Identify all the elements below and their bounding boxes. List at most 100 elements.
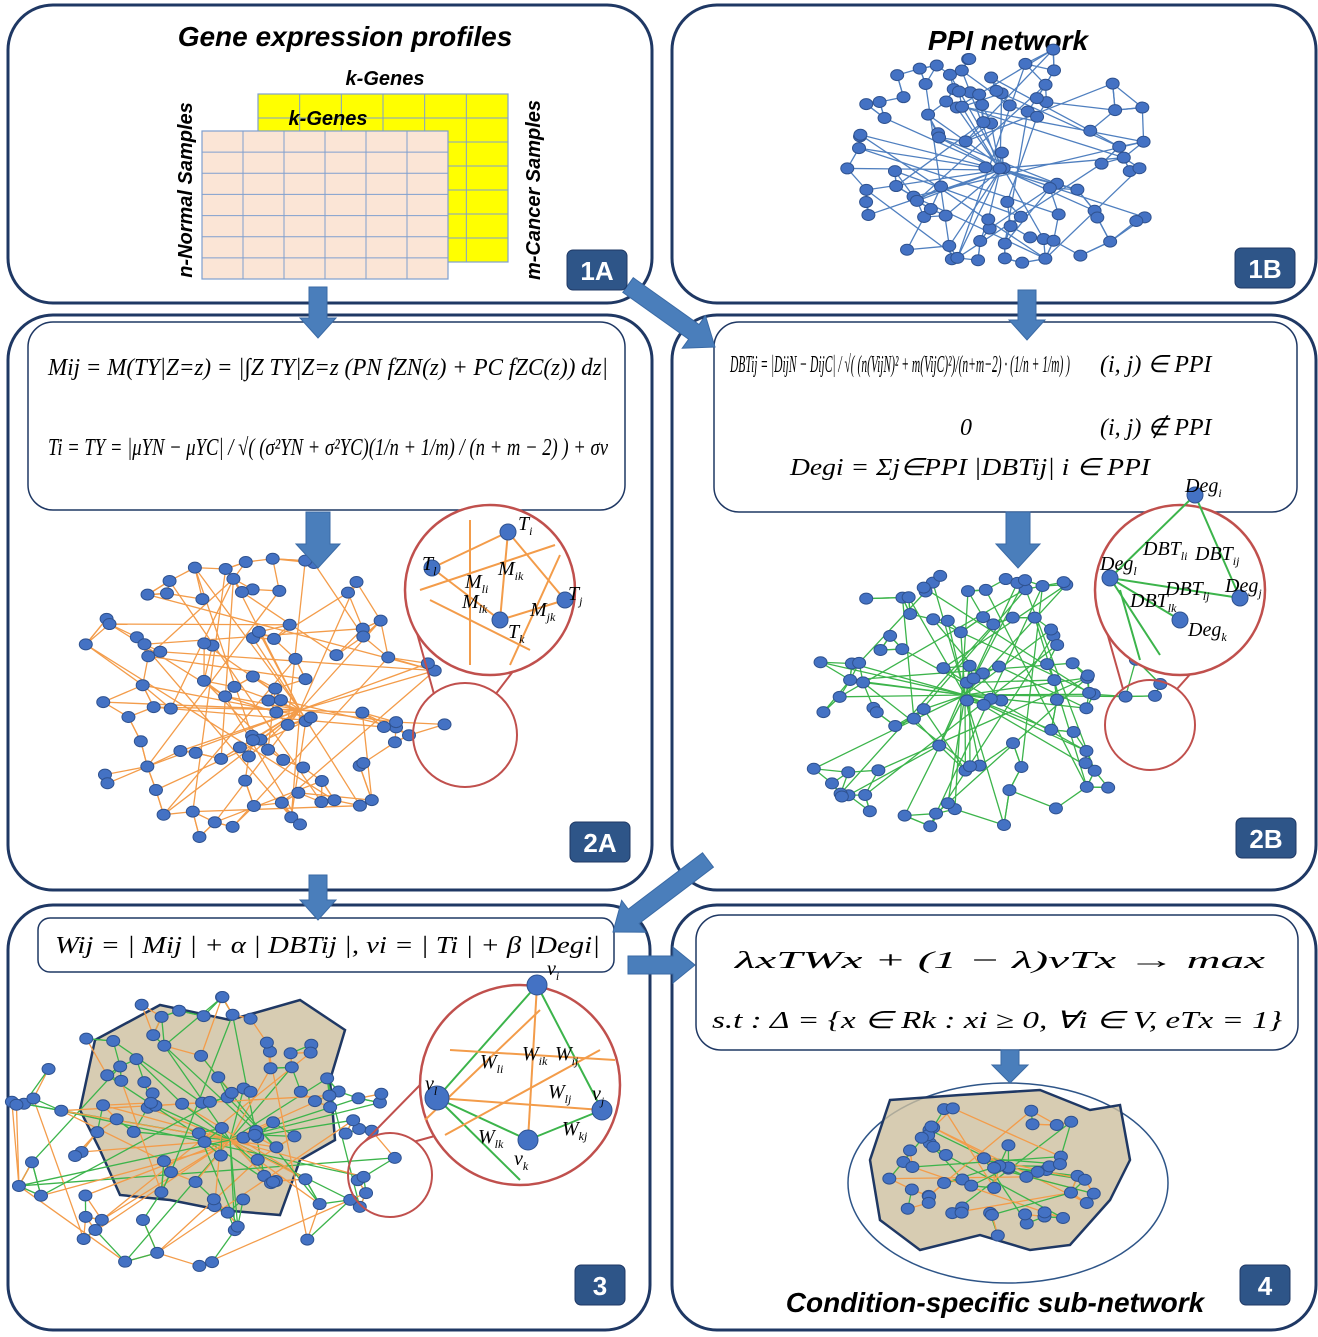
node — [283, 619, 296, 630]
badge-label: 2A — [583, 828, 616, 858]
label-base: Deg — [1187, 619, 1221, 641]
label-base: Deg — [1224, 575, 1258, 597]
node — [198, 1136, 211, 1147]
node — [26, 1157, 39, 1168]
node — [988, 1182, 1001, 1193]
node — [297, 762, 310, 773]
node — [304, 712, 317, 723]
node — [854, 129, 867, 140]
node — [883, 1173, 896, 1184]
node — [925, 1121, 938, 1132]
node — [12, 1180, 25, 1191]
node — [246, 735, 259, 746]
node — [1001, 196, 1014, 207]
node — [891, 70, 904, 81]
node — [941, 798, 954, 809]
genes-label: k-Genes — [346, 68, 425, 90]
node — [138, 1077, 151, 1088]
node — [924, 204, 937, 215]
badge-label: 1B — [1248, 254, 1281, 284]
node — [857, 677, 870, 688]
node — [1024, 232, 1037, 243]
node — [356, 707, 369, 718]
panel-title: Gene expression profiles — [178, 21, 513, 52]
node — [189, 747, 202, 758]
node — [872, 765, 885, 776]
node — [136, 1215, 149, 1226]
node — [321, 1073, 334, 1084]
node — [135, 999, 148, 1010]
node — [842, 767, 855, 778]
node — [157, 1156, 170, 1167]
node — [940, 96, 953, 107]
node — [27, 1093, 40, 1104]
zoom-label: Degi — [1184, 475, 1222, 500]
node — [930, 60, 943, 71]
label-sub: lk — [495, 1137, 504, 1151]
node — [890, 181, 903, 192]
label-base: DBT — [1142, 538, 1183, 560]
label-sub: ij — [1233, 554, 1240, 568]
node — [289, 653, 302, 664]
label-sub: ik — [539, 1054, 548, 1068]
node — [835, 791, 848, 802]
label-sub: i — [556, 969, 559, 983]
node — [388, 1152, 401, 1163]
node — [244, 1013, 257, 1024]
node — [1044, 624, 1057, 635]
zoom-node — [500, 524, 516, 540]
node — [862, 209, 875, 220]
node — [1136, 102, 1149, 113]
node — [979, 162, 992, 173]
node — [960, 695, 973, 706]
node — [301, 1234, 314, 1245]
node — [160, 588, 173, 599]
node — [79, 1211, 92, 1222]
node — [252, 626, 265, 637]
node — [922, 1197, 935, 1208]
node — [938, 1177, 951, 1188]
node — [860, 593, 873, 604]
formula: Wij = | Mij | + α | DBTij |, vi = | Ti |… — [55, 933, 600, 959]
node — [267, 1177, 280, 1188]
node — [982, 214, 995, 225]
node — [977, 612, 990, 623]
node — [906, 1162, 919, 1173]
node — [1048, 65, 1061, 76]
node — [955, 65, 968, 76]
node — [1067, 726, 1080, 737]
node — [896, 644, 909, 655]
node — [294, 1086, 307, 1097]
node — [927, 1141, 940, 1152]
formula: 0 — [960, 415, 972, 441]
node — [155, 1011, 168, 1022]
label-base: DBT — [1164, 578, 1205, 600]
node — [1036, 580, 1049, 591]
node — [1119, 691, 1132, 702]
formula: Mij = M(TY|Z=z) = |∫Z TY|Z=z (PN fZN(z) … — [47, 355, 608, 382]
node — [963, 761, 976, 772]
node — [995, 147, 1008, 158]
node — [339, 1128, 352, 1139]
node — [107, 1036, 120, 1047]
node — [913, 63, 926, 74]
label-base: M — [461, 591, 480, 613]
node — [206, 1257, 219, 1268]
node — [1007, 738, 1020, 749]
node — [1050, 1119, 1063, 1130]
node — [324, 1102, 337, 1113]
node — [299, 674, 312, 685]
node — [207, 1194, 220, 1205]
label-sub: li — [1181, 549, 1188, 563]
node — [979, 584, 992, 595]
node — [897, 92, 910, 103]
node — [248, 1129, 261, 1140]
node — [841, 163, 854, 174]
node — [1031, 111, 1044, 122]
node — [212, 1072, 225, 1083]
node — [80, 1033, 93, 1044]
node — [267, 1117, 280, 1128]
node — [853, 143, 866, 154]
label-sub: i — [529, 524, 532, 538]
node — [226, 1009, 239, 1020]
